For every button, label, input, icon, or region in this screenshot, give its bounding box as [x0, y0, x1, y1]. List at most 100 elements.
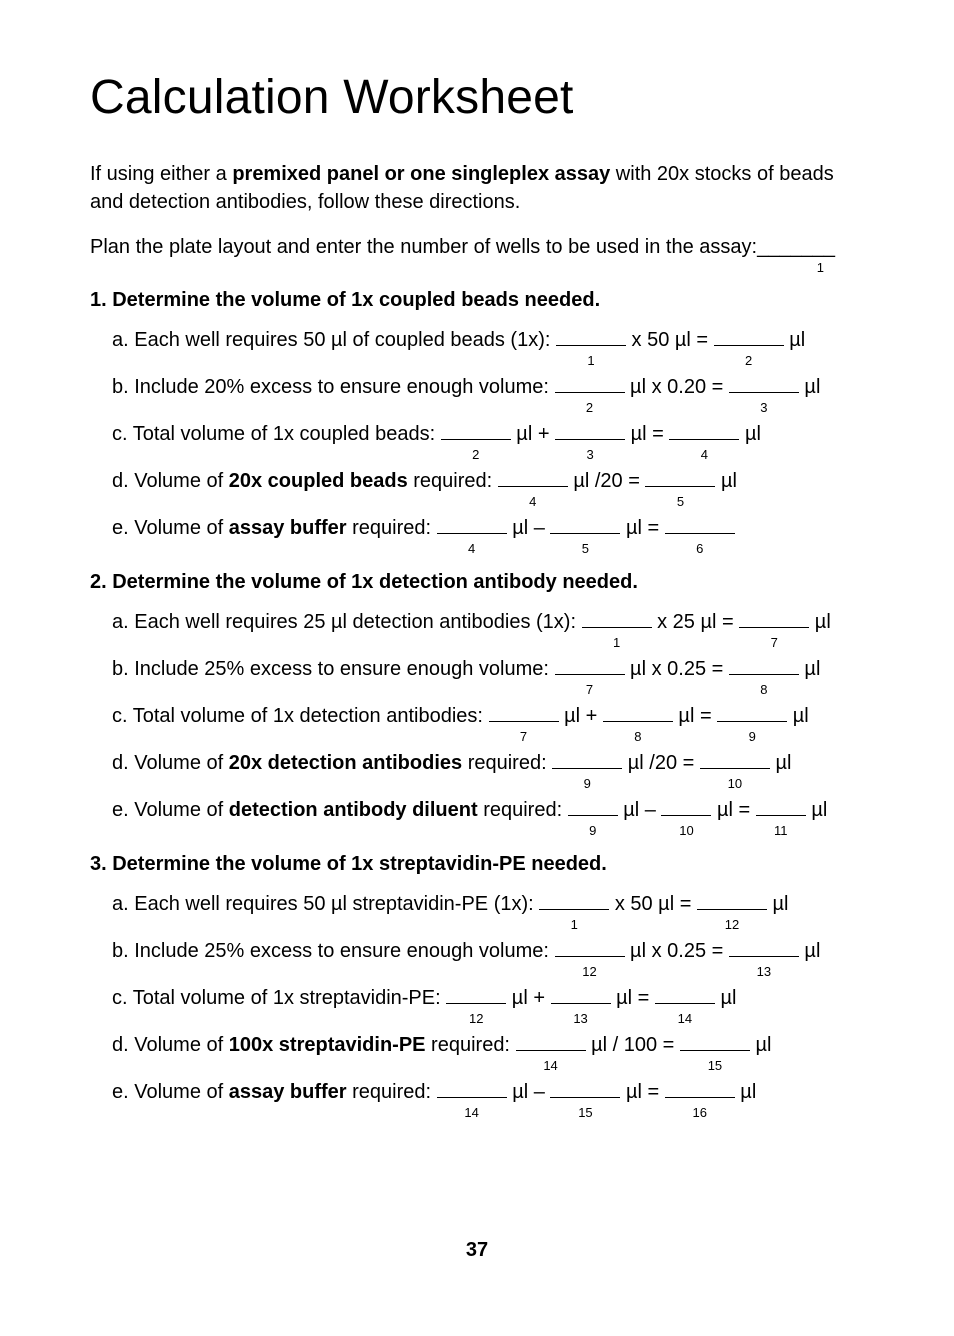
blank-field[interactable]: 2 — [714, 326, 784, 353]
blank-subscript: 10 — [700, 776, 770, 793]
blank-field[interactable]: 15 — [680, 1031, 750, 1058]
blank-field[interactable]: 12 — [555, 937, 625, 964]
blank-subscript: 12 — [555, 964, 625, 981]
blank-subscript: 2 — [555, 400, 625, 417]
line-text: µl + — [559, 705, 603, 727]
blank-field[interactable]: 7 — [555, 655, 625, 682]
blank-line — [552, 749, 622, 769]
blank-field[interactable]: 9 — [717, 702, 787, 729]
line-text: c. Total volume of 1x detection antibodi… — [112, 705, 489, 727]
blank-subscript: 7 — [489, 729, 559, 746]
blank-line — [665, 1078, 735, 1098]
blank-line — [697, 890, 767, 910]
line-text-bold: detection antibody diluent — [229, 799, 478, 821]
blank-field[interactable]: 2 — [555, 373, 625, 400]
line-text: required: — [347, 517, 437, 539]
blank-field[interactable]: 14 — [516, 1031, 586, 1058]
blank-field[interactable]: 14 — [655, 984, 715, 1011]
blank-field[interactable]: 12 — [697, 890, 767, 917]
line-text: required: — [462, 752, 552, 774]
line-text: µl x 0.20 = — [625, 376, 729, 398]
line-text: d. Volume of — [112, 470, 229, 492]
blank-field[interactable]: 9 — [552, 749, 622, 776]
blank-subscript: 9 — [552, 776, 622, 793]
blank-field[interactable]: 1 — [539, 890, 609, 917]
line-text: µl — [715, 987, 737, 1009]
intro-paragraph: If using either a premixed panel or one … — [90, 161, 864, 216]
blank-line — [437, 514, 507, 534]
blank-field[interactable]: 2 — [441, 420, 511, 447]
plan-line: Plan the plate layout and enter the numb… — [90, 236, 864, 259]
blank-field[interactable]: 7 — [489, 702, 559, 729]
blank-field[interactable]: 4 — [437, 514, 507, 541]
blank-field[interactable]: 16 — [665, 1078, 735, 1105]
line-text: µl — [799, 940, 821, 962]
line-text: µl = — [611, 987, 655, 1009]
blank-field[interactable]: 3 — [729, 373, 799, 400]
line-text: µl = — [625, 423, 669, 445]
line-text: µl — [770, 752, 792, 774]
line-text: µl = — [673, 705, 717, 727]
blank-field[interactable]: 9 — [568, 796, 618, 823]
line-text: a. Each well requires 25 µl detection an… — [112, 611, 582, 633]
line-text-bold: 20x detection antibodies — [229, 752, 462, 774]
blank-field[interactable]: 14 — [437, 1078, 507, 1105]
blank-subscript: 8 — [729, 682, 799, 699]
blank-line — [539, 890, 609, 910]
blank-field[interactable]: 13 — [729, 937, 799, 964]
blank-field[interactable]: 11 — [756, 796, 806, 823]
blank-line — [555, 937, 625, 957]
blank-field[interactable]: 8 — [729, 655, 799, 682]
blank-subscript: 5 — [550, 541, 620, 558]
blank-line — [556, 326, 626, 346]
worksheet-line: a. Each well requires 25 µl detection an… — [112, 608, 864, 635]
worksheet-line: e. Volume of assay buffer required: 4 µl… — [112, 514, 864, 541]
blank-field[interactable]: 10 — [700, 749, 770, 776]
blank-subscript: 4 — [669, 447, 739, 464]
blank-line — [729, 373, 799, 393]
blank-field[interactable]: 15 — [550, 1078, 620, 1105]
blank-field[interactable]: 5 — [550, 514, 620, 541]
line-text-bold: assay buffer — [229, 1081, 347, 1103]
blank-line — [551, 984, 611, 1004]
blank-field[interactable]: 1 — [582, 608, 652, 635]
blank-field[interactable]: 12 — [446, 984, 506, 1011]
blank-field[interactable]: 4 — [669, 420, 739, 447]
line-text: required: — [478, 799, 568, 821]
blank-line — [555, 373, 625, 393]
blank-field[interactable]: 6 — [665, 514, 735, 541]
blank-field[interactable]: 5 — [645, 467, 715, 494]
line-text: a. Each well requires 50 µl streptavidin… — [112, 893, 539, 915]
blank-line — [729, 937, 799, 957]
section-heading: 1. Determine the volume of 1x coupled be… — [90, 289, 864, 312]
blank-field[interactable]: 7 — [739, 608, 809, 635]
blank-line — [729, 655, 799, 675]
blank-field[interactable]: 4 — [498, 467, 568, 494]
line-text: µl — [787, 705, 809, 727]
section-items: a. Each well requires 50 µl of coupled b… — [90, 326, 864, 541]
blank-subscript: 13 — [729, 964, 799, 981]
line-text: d. Volume of — [112, 1034, 229, 1056]
line-text: µl x 0.25 = — [625, 940, 729, 962]
line-text: µl — [799, 376, 821, 398]
blank-line — [555, 655, 625, 675]
blank-field[interactable]: 13 — [551, 984, 611, 1011]
line-text: µl /20 = — [622, 752, 700, 774]
blank-line — [756, 796, 806, 816]
blank-line — [700, 749, 770, 769]
blank-field[interactable]: 10 — [661, 796, 711, 823]
blank-line — [739, 608, 809, 628]
blank-line — [489, 702, 559, 722]
plan-line-subscript: 1 — [817, 260, 824, 275]
blank-subscript: 9 — [717, 729, 787, 746]
line-text: µl = — [620, 1081, 664, 1103]
line-text: a. Each well requires 50 µl of coupled b… — [112, 329, 556, 351]
blank-field[interactable]: 3 — [555, 420, 625, 447]
line-text: b. Include 25% excess to ensure enough v… — [112, 658, 555, 680]
line-text: µl = — [711, 799, 755, 821]
blank-subscript: 16 — [665, 1105, 735, 1122]
blank-line — [555, 420, 625, 440]
blank-field[interactable]: 1 — [556, 326, 626, 353]
blank-field[interactable]: 8 — [603, 702, 673, 729]
blank-subscript: 14 — [437, 1105, 507, 1122]
